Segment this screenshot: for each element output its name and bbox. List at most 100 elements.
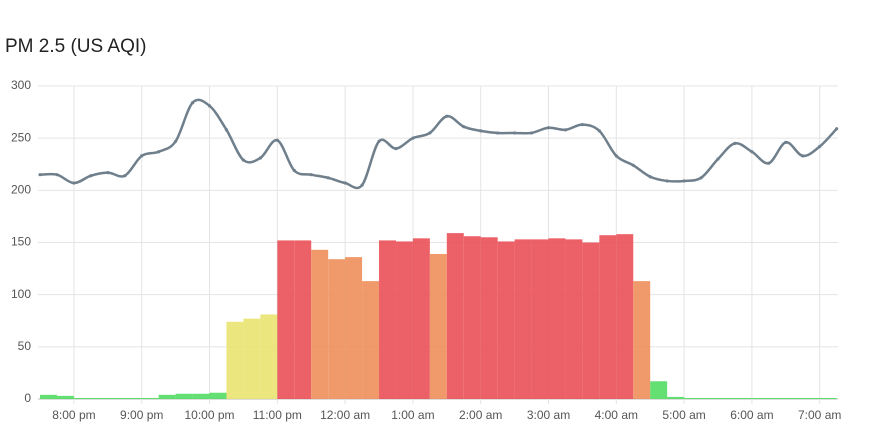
bar: [158, 394, 176, 399]
x-tick-label: 12:00 am: [320, 408, 370, 422]
x-tick-label: 7:00 am: [798, 408, 841, 422]
bar: [701, 397, 718, 399]
bar: [819, 397, 837, 399]
line-point: [716, 157, 720, 161]
bar: [379, 240, 396, 399]
bar: [497, 241, 515, 399]
line-point: [174, 139, 178, 143]
chart-title: PM 2.5 (US AQI): [5, 36, 146, 57]
bar: [294, 240, 312, 399]
bar: [650, 381, 668, 399]
line-point: [631, 163, 635, 167]
line-point: [479, 129, 483, 133]
line-point: [462, 125, 466, 129]
bar: [582, 242, 600, 399]
line-point: [157, 150, 161, 154]
line-point: [123, 174, 127, 178]
line-point: [733, 141, 737, 145]
line-point: [140, 154, 144, 158]
x-tick-label: 5:00 am: [662, 408, 705, 422]
bar: [395, 241, 413, 399]
line-point: [190, 101, 195, 105]
bar: [616, 234, 634, 399]
x-tick-label: 2:00 am: [459, 408, 502, 422]
line-point: [258, 156, 262, 160]
line-point: [38, 173, 42, 177]
bar: [684, 397, 702, 399]
line-point: [648, 175, 652, 179]
bar: [667, 396, 685, 399]
x-tick-label: 8:00 pm: [52, 408, 95, 422]
line-point: [445, 114, 449, 118]
line-point: [207, 104, 212, 108]
bar: [565, 239, 583, 399]
bar: [90, 397, 108, 399]
line-point: [411, 136, 415, 140]
line-point: [513, 131, 517, 135]
x-tick-label: 9:00 pm: [120, 408, 163, 422]
bar: [412, 238, 430, 399]
line-point: [529, 131, 534, 135]
y-tick-label: 250: [11, 130, 31, 144]
x-tick-label: 4:00 am: [595, 408, 638, 422]
bar: [548, 238, 566, 399]
bar: [463, 236, 481, 399]
line-point: [326, 176, 330, 180]
bar: [226, 321, 244, 399]
line-point: [563, 128, 568, 132]
bar: [446, 233, 464, 399]
bar: [124, 397, 142, 399]
bar: [751, 397, 769, 399]
line-point: [580, 123, 585, 127]
bar: [328, 259, 346, 399]
line-point: [546, 126, 551, 130]
line-point: [224, 128, 229, 132]
bar: [345, 257, 363, 399]
line-point: [699, 176, 703, 180]
line-point: [665, 179, 669, 183]
bar: [209, 392, 227, 399]
x-tick-label: 11:00 pm: [253, 408, 302, 422]
line-point: [767, 161, 771, 165]
line-point: [496, 131, 500, 135]
line-point: [394, 147, 398, 151]
bar: [480, 237, 498, 399]
line-point: [784, 140, 788, 144]
y-tick-label: 0: [24, 391, 31, 405]
bar: [107, 397, 125, 399]
line-point: [343, 181, 347, 185]
bar: [192, 393, 210, 399]
y-tick-label: 100: [11, 287, 31, 301]
bar: [277, 240, 295, 399]
line-point: [682, 179, 686, 183]
line: [39, 98, 838, 190]
bar: [785, 397, 803, 399]
y-tick-label: 300: [11, 78, 31, 92]
line-point: [818, 144, 822, 149]
bar: [718, 397, 735, 399]
line-point: [292, 168, 296, 173]
bar: [768, 397, 786, 399]
bar: [73, 397, 91, 399]
line-point: [835, 127, 839, 131]
y-tick-label: 50: [18, 339, 32, 353]
line-point: [377, 139, 381, 143]
line-point: [428, 131, 432, 135]
x-tick-label: 1:00 am: [391, 408, 434, 422]
line-point: [55, 173, 59, 177]
line-point: [597, 129, 601, 133]
line-point: [360, 183, 364, 187]
bar: [141, 397, 159, 399]
bar: [260, 314, 278, 399]
line-point: [72, 181, 76, 185]
x-tick-label: 6:00 am: [730, 408, 773, 422]
bar: [633, 281, 651, 399]
bar: [802, 397, 820, 399]
bar: [175, 393, 193, 399]
y-tick-label: 150: [11, 235, 31, 249]
line-point: [275, 138, 279, 142]
line-point: [750, 150, 754, 154]
line-point: [614, 154, 618, 158]
bar: [531, 239, 549, 399]
y-tick-label: 200: [11, 183, 31, 197]
